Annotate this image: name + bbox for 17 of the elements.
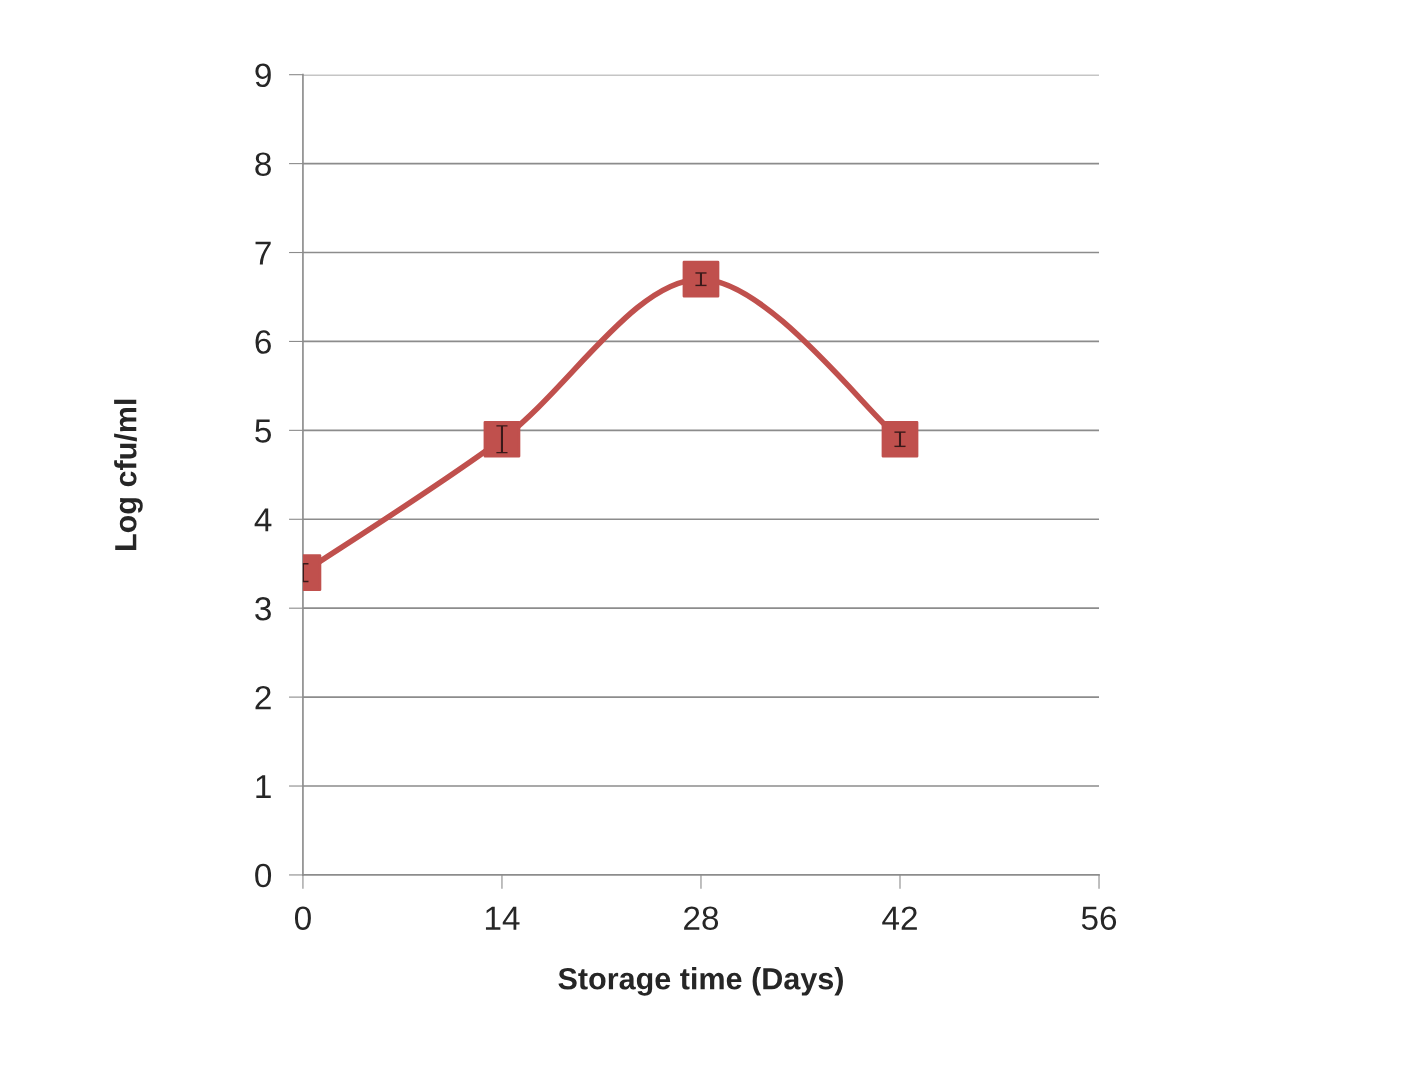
y-tick-label: 0 xyxy=(255,863,272,888)
y-tick-label: 9 xyxy=(255,63,271,88)
y-tick-label: 1 xyxy=(256,775,271,799)
x-tick-label: 0 xyxy=(294,906,311,930)
x-tick-label: 28 xyxy=(684,906,719,930)
x-axis-title: Storage time (Days) xyxy=(558,967,843,996)
x-tick-label: 56 xyxy=(1081,906,1117,930)
y-tick-label: 8 xyxy=(255,152,271,177)
y-tick-label: 6 xyxy=(255,330,271,354)
y-axis-title: Log cfu/ml xyxy=(114,399,143,550)
x-tick-label: 42 xyxy=(882,906,917,930)
x-tick-label: 14 xyxy=(485,906,520,930)
y-tick-label: 5 xyxy=(255,419,271,443)
y-tick-label: 4 xyxy=(254,508,272,532)
y-tick-label: 7 xyxy=(255,241,271,265)
y-tick-label: 2 xyxy=(255,685,271,710)
y-tick-label: 3 xyxy=(255,596,271,621)
